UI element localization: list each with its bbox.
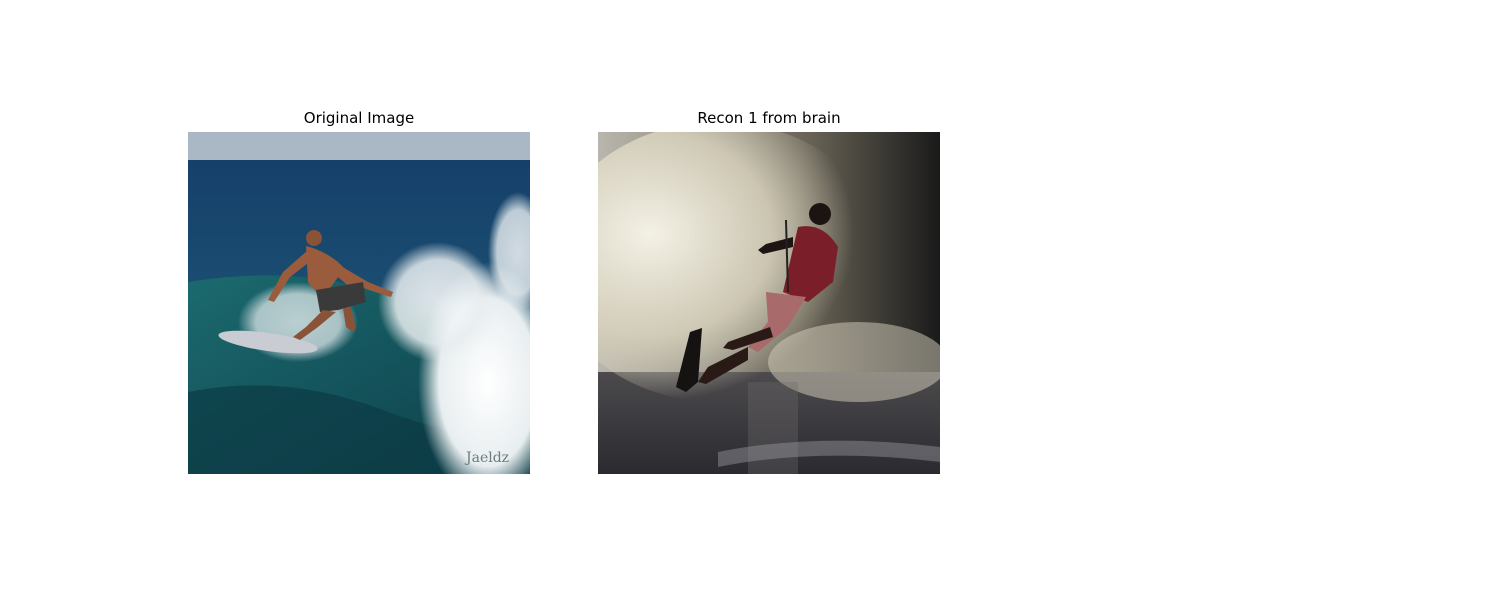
panel-title-original: Original Image: [303, 109, 415, 127]
original-image: Jaeldz: [188, 132, 530, 474]
panel-title-recon: Recon 1 from brain: [697, 109, 841, 127]
reconstructed-image: [598, 132, 940, 474]
watermark-text: Jaeldz: [464, 450, 509, 466]
